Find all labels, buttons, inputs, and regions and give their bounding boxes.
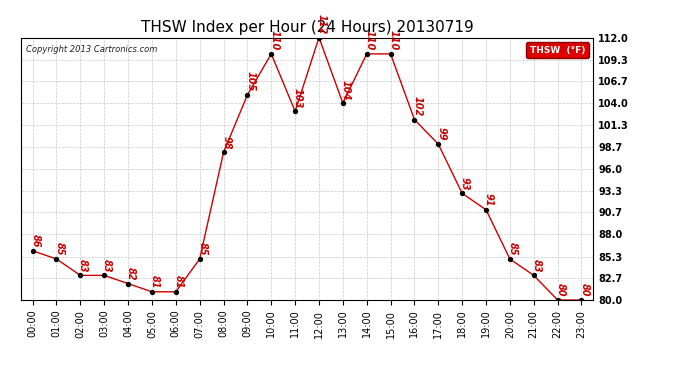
Point xyxy=(27,248,38,254)
Point xyxy=(457,190,468,196)
Text: 112: 112 xyxy=(317,14,327,34)
Text: 80: 80 xyxy=(580,283,589,297)
Text: 86: 86 xyxy=(30,234,41,248)
Point xyxy=(266,51,277,57)
Text: 102: 102 xyxy=(413,96,422,116)
Text: 104: 104 xyxy=(341,80,351,100)
Point xyxy=(337,100,348,106)
Text: 110: 110 xyxy=(364,30,375,51)
Point xyxy=(242,92,253,98)
Text: 83: 83 xyxy=(531,259,542,272)
Point xyxy=(576,297,587,303)
Title: THSW Index per Hour (24 Hours) 20130719: THSW Index per Hour (24 Hours) 20130719 xyxy=(141,20,473,35)
Point xyxy=(409,117,420,123)
Text: 83: 83 xyxy=(102,259,112,272)
Text: 81: 81 xyxy=(150,275,160,288)
Text: 91: 91 xyxy=(484,193,494,207)
Text: 103: 103 xyxy=(293,88,303,108)
Text: 105: 105 xyxy=(245,71,255,92)
Text: Copyright 2013 Cartronics.com: Copyright 2013 Cartronics.com xyxy=(26,45,158,54)
Point xyxy=(146,289,157,295)
Point xyxy=(433,141,444,147)
Point xyxy=(361,51,372,57)
Point xyxy=(290,108,301,114)
Text: 85: 85 xyxy=(197,242,208,256)
Point xyxy=(529,272,540,278)
Text: 82: 82 xyxy=(126,267,136,280)
Point xyxy=(313,34,324,40)
Text: 83: 83 xyxy=(78,259,88,272)
Text: 80: 80 xyxy=(555,283,566,297)
Point xyxy=(51,256,62,262)
Legend: THSW  (°F): THSW (°F) xyxy=(526,42,589,58)
Text: 85: 85 xyxy=(55,242,64,256)
Text: 110: 110 xyxy=(388,30,398,51)
Point xyxy=(123,280,134,286)
Point xyxy=(504,256,515,262)
Point xyxy=(218,149,229,155)
Point xyxy=(194,256,205,262)
Text: 98: 98 xyxy=(221,136,231,149)
Text: 93: 93 xyxy=(460,177,470,190)
Text: 99: 99 xyxy=(436,128,446,141)
Text: 110: 110 xyxy=(269,30,279,51)
Point xyxy=(170,289,181,295)
Point xyxy=(75,272,86,278)
Point xyxy=(385,51,396,57)
Point xyxy=(480,207,491,213)
Point xyxy=(552,297,563,303)
Text: 85: 85 xyxy=(508,242,518,256)
Point xyxy=(99,272,110,278)
Text: 81: 81 xyxy=(174,275,184,288)
